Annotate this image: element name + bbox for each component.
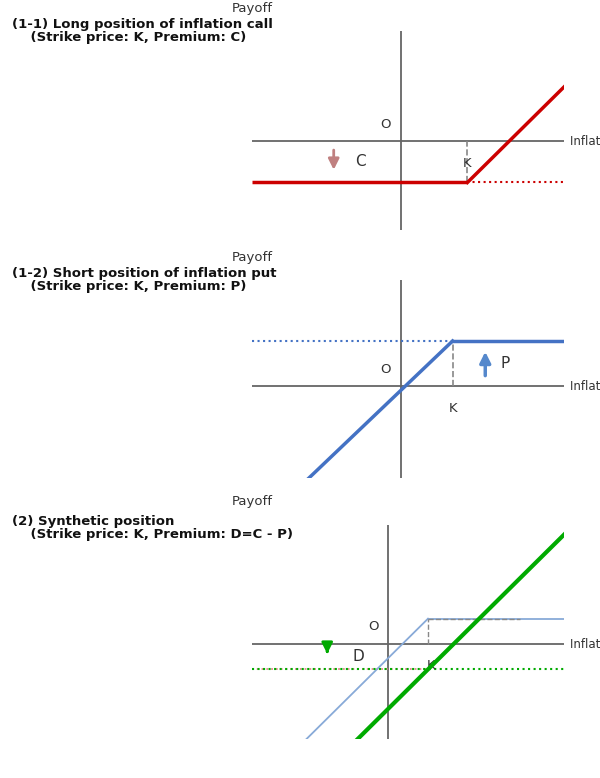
Text: C: C — [356, 154, 366, 170]
Text: (Strike price: K, Premium: D=C - P): (Strike price: K, Premium: D=C - P) — [12, 528, 293, 541]
Text: K: K — [427, 659, 436, 672]
Text: O: O — [381, 118, 391, 131]
Text: Inflation rate: Inflation rate — [570, 380, 600, 393]
Text: Inflation rate: Inflation rate — [570, 135, 600, 148]
Text: Inflation rate: Inflation rate — [570, 637, 600, 650]
Text: (Strike price: K, Premium: P): (Strike price: K, Premium: P) — [12, 280, 247, 293]
Text: O: O — [368, 620, 379, 633]
Text: P: P — [501, 356, 510, 371]
Text: (1-1) Long position of inflation call: (1-1) Long position of inflation call — [12, 18, 273, 31]
Text: O: O — [381, 363, 391, 377]
Text: K: K — [448, 402, 457, 415]
Text: Payoff: Payoff — [232, 495, 272, 508]
Text: D: D — [352, 649, 364, 664]
Text: (2) Synthetic position: (2) Synthetic position — [12, 515, 175, 528]
Text: Payoff: Payoff — [232, 2, 272, 16]
Text: Payoff: Payoff — [232, 251, 272, 265]
Text: (1-2) Short position of inflation put: (1-2) Short position of inflation put — [12, 267, 277, 280]
Text: K: K — [463, 157, 472, 170]
Text: (Strike price: K, Premium: C): (Strike price: K, Premium: C) — [12, 31, 246, 44]
